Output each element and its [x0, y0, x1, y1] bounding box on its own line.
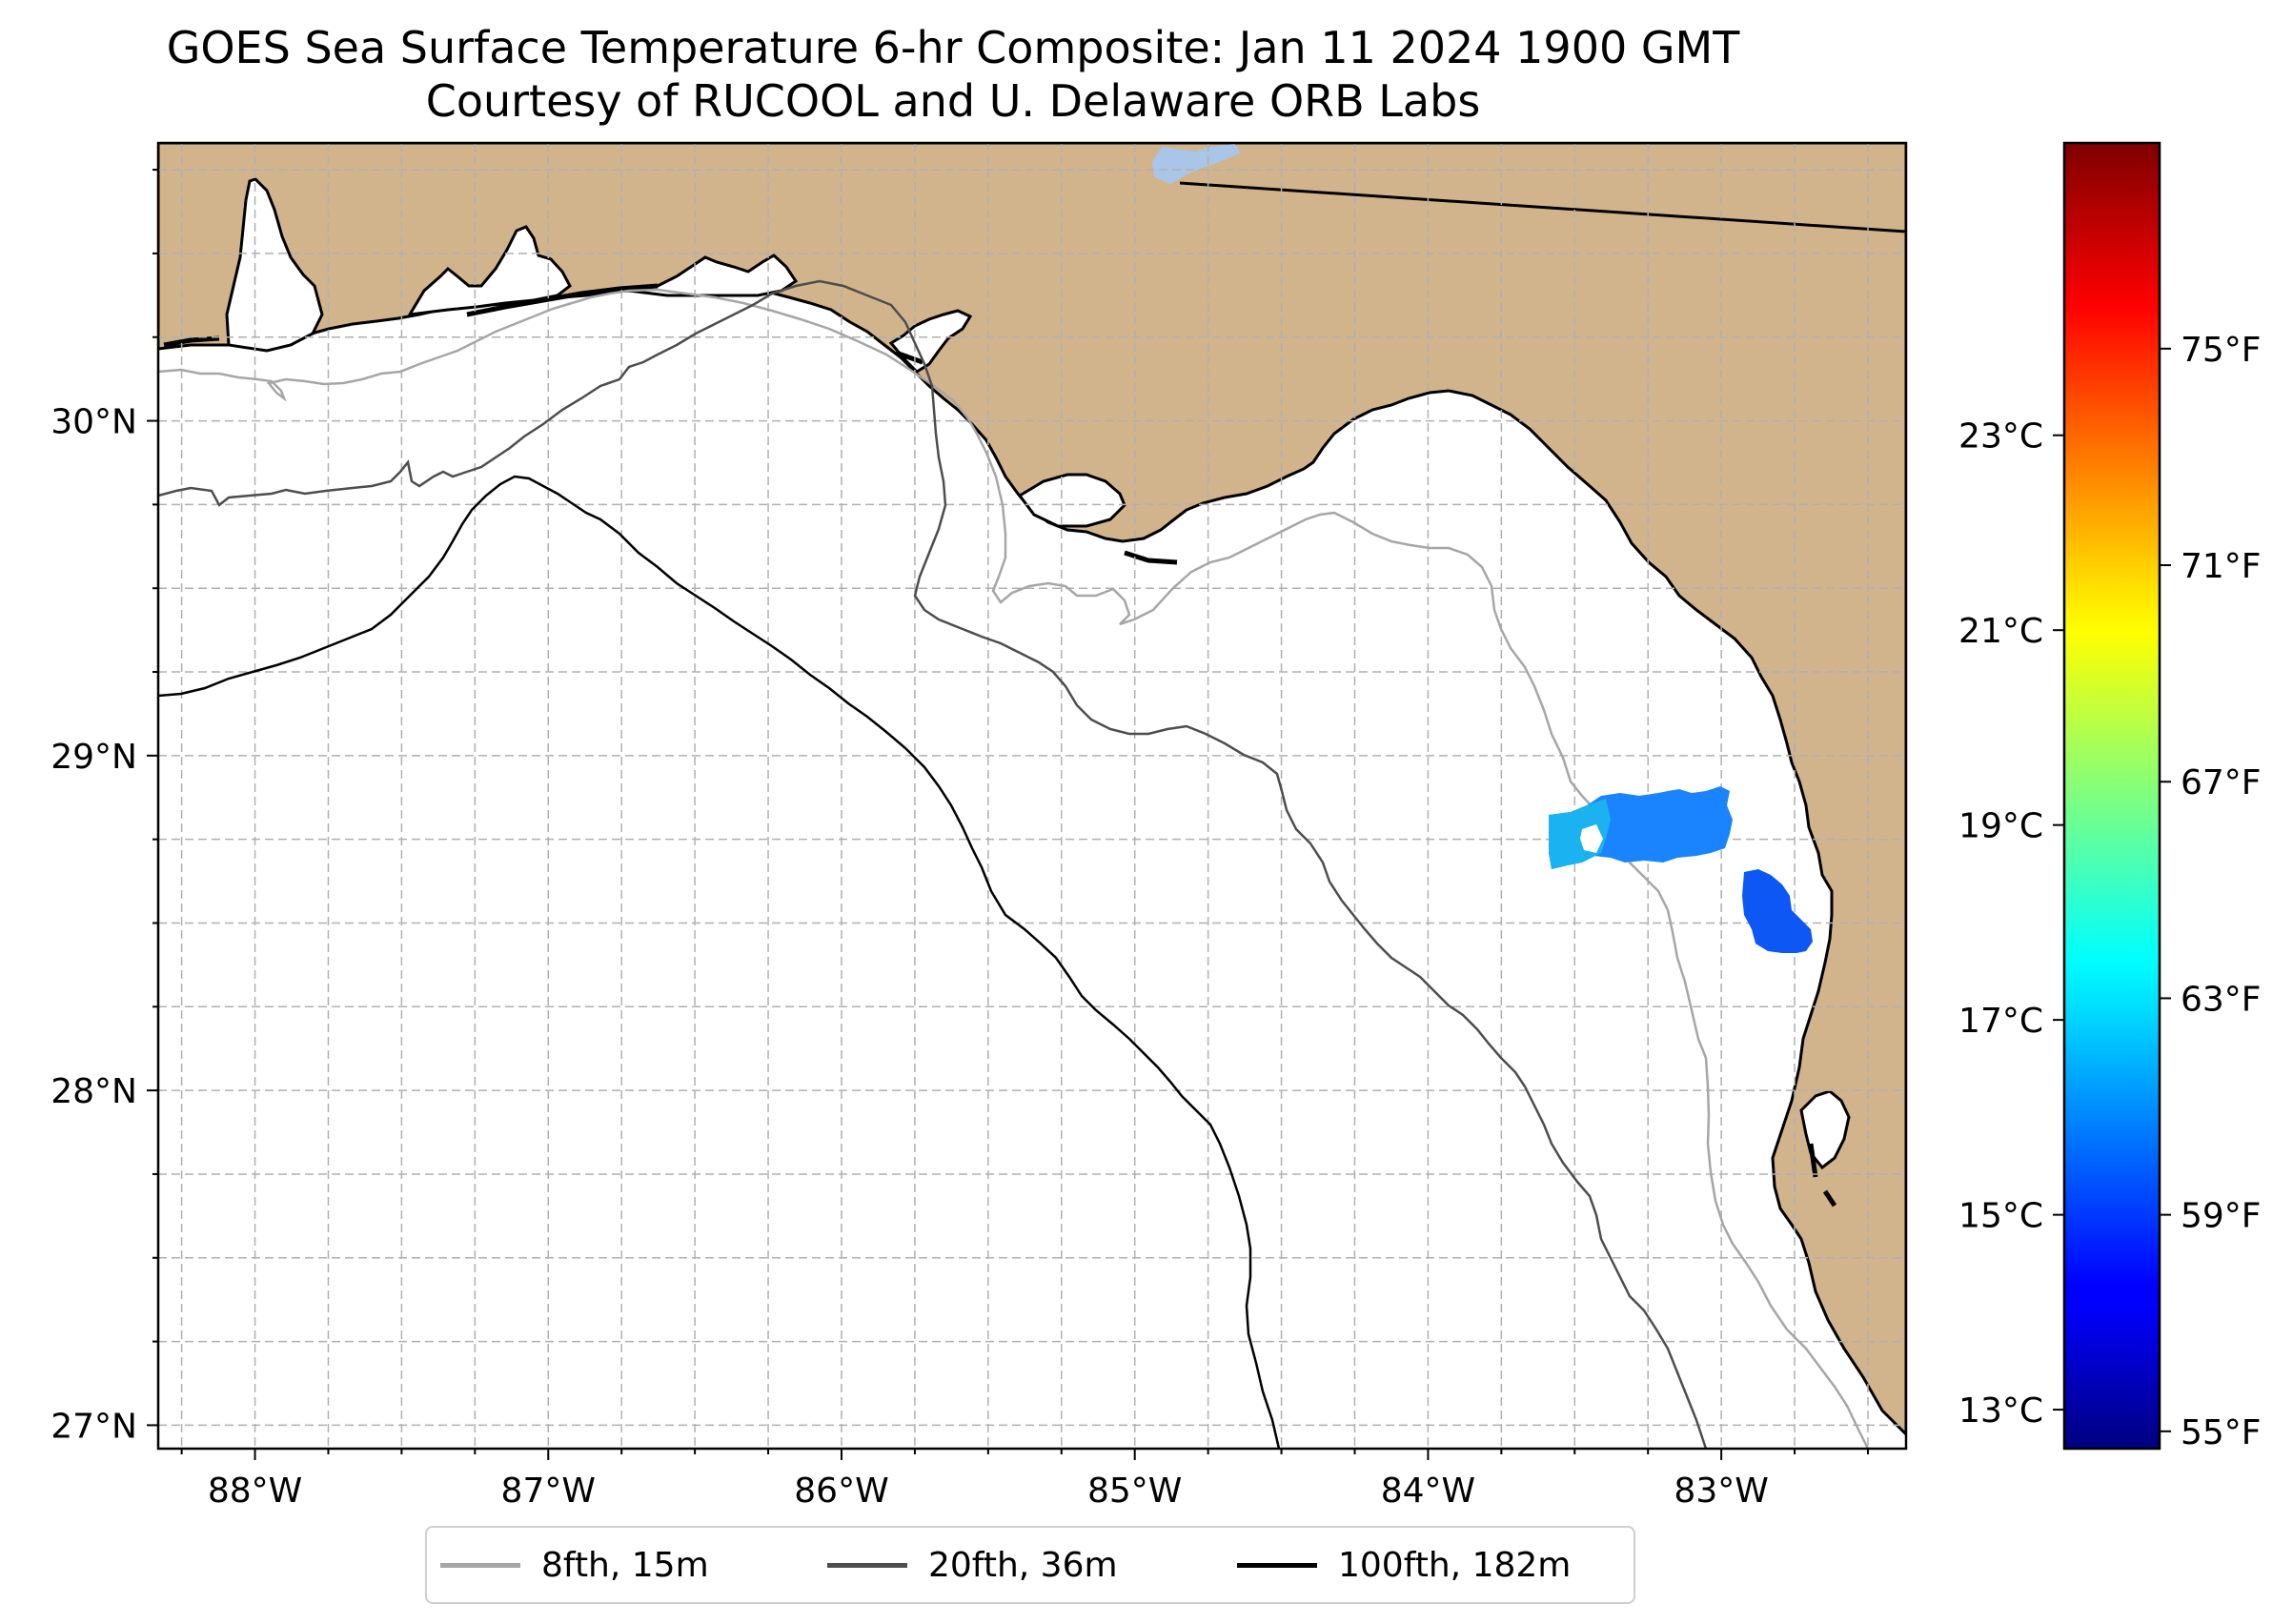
pensacola-bay — [407, 225, 572, 316]
colorbar-f-label: 71°F — [2181, 547, 2262, 586]
legend-swatch — [827, 1562, 907, 1568]
apalachicola-bay — [1017, 473, 1126, 528]
colorbar-c-label: 17°C — [1958, 1002, 2043, 1041]
barrier-island — [163, 283, 1837, 1208]
contour-8fth — [158, 288, 1870, 1449]
colorbar — [2062, 141, 2161, 1451]
legend-item-20fth: 20fth, 36m — [827, 1528, 1118, 1602]
axis-ticks: 88°W 87°W 86°W 85°W 84°W 83°W 30°N 29°N 28°N 27°N — [51, 169, 1869, 1511]
gridlines — [158, 143, 1906, 1449]
map-frame — [156, 141, 1908, 1451]
x-tick-label: 88°W — [208, 1472, 302, 1511]
mobile-bay — [225, 177, 324, 353]
colorbar-f-label: 75°F — [2181, 331, 2262, 370]
colorbar-f-label: 67°F — [2181, 763, 2262, 802]
legend-label: 8fth, 15m — [541, 1545, 709, 1585]
y-tick-label: 30°N — [51, 403, 137, 442]
figure-title: GOES Sea Surface Temperature 6-hr Compos… — [166, 22, 1740, 73]
sst-nearshore-patch — [1742, 869, 1813, 953]
y-tick-label: 29°N — [51, 738, 137, 777]
lake-seminole — [1151, 143, 1241, 185]
legend-item-8fth: 8fth, 15m — [440, 1528, 709, 1602]
colorbar-f-label: 63°F — [2181, 980, 2262, 1019]
colorbar-c-label: 19°C — [1958, 807, 2043, 846]
sst-hole — [1580, 824, 1603, 853]
figure-subtitle: Courtesy of RUCOOL and U. Delaware ORB L… — [425, 75, 1481, 127]
x-tick-label: 85°W — [1087, 1472, 1182, 1511]
legend: 8fth, 15m 20fth, 36m 100fth, 182m — [425, 1526, 1635, 1604]
choctawhatchee-bay — [628, 254, 799, 297]
colorbar-c-label: 23°C — [1958, 417, 2043, 457]
colorbar-ticks: 13°C 15°C 17°C 19°C 21°C 23°C 55°F 59°F 63°F 67°F… — [1958, 331, 2261, 1452]
contour-20fth — [158, 279, 1708, 1449]
x-tick-label: 83°W — [1674, 1472, 1768, 1511]
legend-label: 100fth, 182m — [1338, 1545, 1572, 1585]
legend-swatch — [440, 1562, 520, 1568]
legend-item-100fth: 100fth, 182m — [1237, 1528, 1571, 1602]
state-boundary — [1179, 181, 1906, 233]
colorbar-c-label: 15°C — [1958, 1197, 2043, 1236]
x-tick-label: 86°W — [794, 1472, 888, 1511]
x-tick-label: 87°W — [501, 1472, 596, 1511]
colorbar-c-label: 13°C — [1958, 1391, 2043, 1431]
colorbar-c-label: 21°C — [1958, 612, 2043, 651]
contour-100fth — [158, 475, 1281, 1449]
legend-swatch — [1237, 1562, 1317, 1568]
x-tick-label: 84°W — [1381, 1472, 1475, 1511]
colorbar-f-label: 59°F — [2181, 1197, 2262, 1236]
y-tick-label: 27°N — [51, 1407, 137, 1446]
y-tick-label: 28°N — [51, 1072, 137, 1111]
colorbar-f-label: 55°F — [2181, 1413, 2262, 1452]
legend-label: 20fth, 36m — [928, 1545, 1118, 1585]
